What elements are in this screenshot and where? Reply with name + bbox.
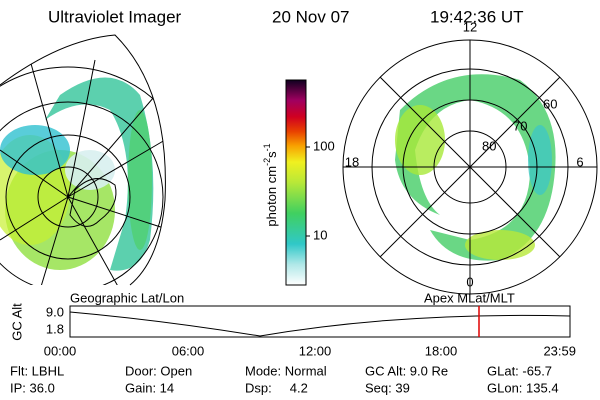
footer: Flt: LBHL Door: Open Mode: Normal GC Alt: 9… xyxy=(10,363,559,395)
status-field: IP: 36.0 xyxy=(10,380,55,395)
right-image-label: Apex MLat/MLT xyxy=(424,290,515,305)
colorbar xyxy=(285,79,307,286)
status-field: Gain: 14 xyxy=(125,380,174,395)
polar-spokes xyxy=(343,40,597,294)
lat-label: 70 xyxy=(513,118,527,133)
status-field: Flt: LBHL xyxy=(10,363,64,378)
time-label: 06:00 xyxy=(172,343,205,358)
colorbar-tick-label: 100 xyxy=(313,138,335,153)
title: Ultraviolet Imager xyxy=(48,7,182,26)
status-field: Seq: 39 xyxy=(365,380,410,395)
colorbar-tick-label: 10 xyxy=(313,227,327,242)
time-label: 23:59 xyxy=(543,343,576,358)
time-label: 00:00 xyxy=(44,343,77,358)
unit: s xyxy=(264,151,279,158)
status-field: GC Alt: 9.0 Re xyxy=(365,363,448,378)
left-image-label: Geographic Lat/Lon xyxy=(70,290,184,305)
timeline-axis-label: GC Alt xyxy=(9,303,24,341)
status-field: Dsp: 4.2 xyxy=(245,380,308,395)
unit: photon cm xyxy=(264,166,279,227)
mlt-label: 12 xyxy=(463,19,477,34)
left-aurora-image xyxy=(0,59,166,285)
mlt-label: 18 xyxy=(345,154,359,169)
left-image-edge xyxy=(0,34,166,286)
status-field: Mode: Normal xyxy=(245,363,327,378)
altitude-plot xyxy=(69,305,571,338)
altitude-curve xyxy=(69,311,571,337)
mlt-label: 0 xyxy=(466,274,473,289)
date: 20 Nov 07 xyxy=(272,7,350,26)
colorbar-unit: photon cm-2s-1 xyxy=(262,143,279,226)
exponent: -1 xyxy=(262,143,272,151)
time-label: 18:00 xyxy=(425,343,458,358)
exponent: -2 xyxy=(262,158,272,166)
status-field: GLat: -65.7 xyxy=(487,363,552,378)
lat-label: 80 xyxy=(482,138,496,153)
time-label: 12:00 xyxy=(299,343,332,358)
status-field: Door: Open xyxy=(125,363,192,378)
time: 19:42:36 UT xyxy=(430,7,524,26)
lat-label: 60 xyxy=(543,96,557,111)
y-label: 9.0 xyxy=(46,304,64,319)
mlt-label: 6 xyxy=(576,154,583,169)
status-field: GLon: 135.4 xyxy=(487,380,559,395)
y-label: 1.8 xyxy=(46,321,64,336)
